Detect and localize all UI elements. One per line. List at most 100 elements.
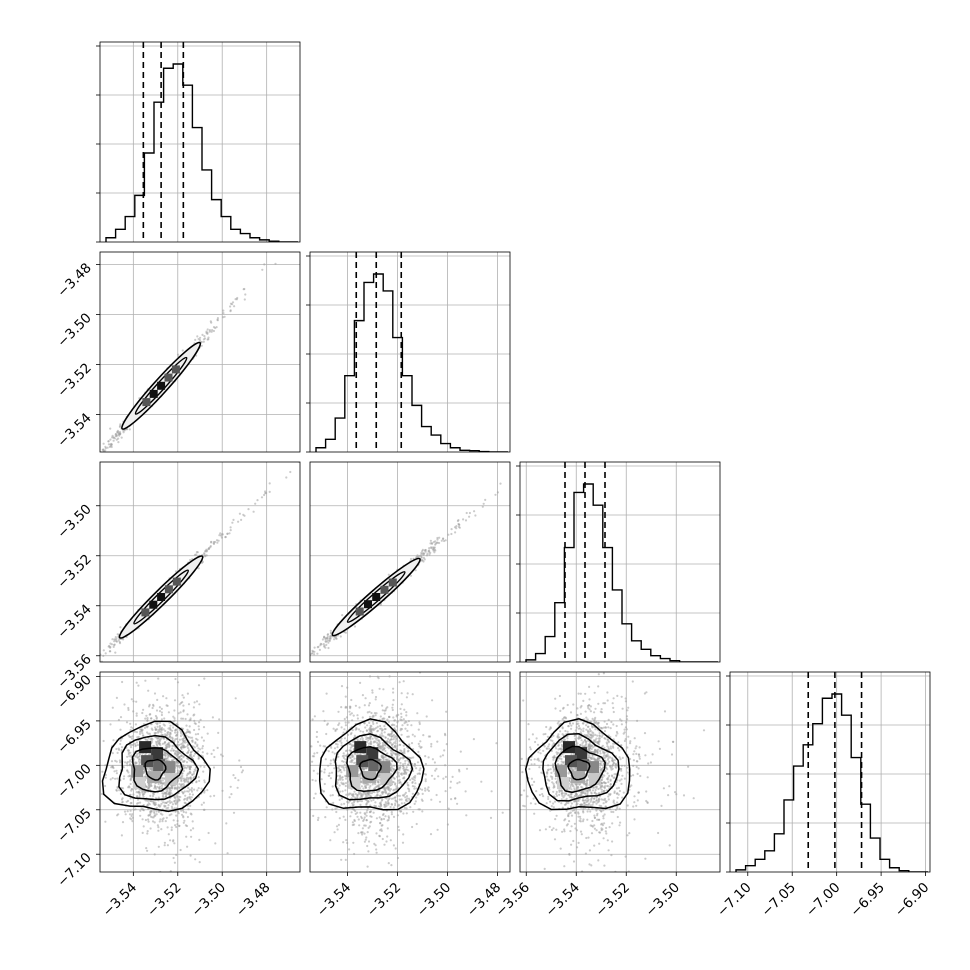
sample-point bbox=[146, 799, 149, 802]
sample-point bbox=[107, 443, 110, 446]
sample-point bbox=[132, 710, 135, 713]
sample-point bbox=[209, 545, 212, 548]
sample-point bbox=[186, 730, 189, 734]
sample-point bbox=[196, 743, 199, 746]
sample-point bbox=[135, 731, 138, 734]
sample-point bbox=[80, 476, 82, 478]
sample-point bbox=[243, 298, 246, 301]
sample-point bbox=[130, 737, 134, 740]
sample-point bbox=[164, 746, 167, 750]
density-block bbox=[380, 585, 389, 594]
sample-point bbox=[111, 638, 114, 641]
sample-point bbox=[166, 753, 169, 756]
sample-point bbox=[144, 818, 147, 822]
sample-point bbox=[187, 780, 190, 783]
sample-point bbox=[149, 827, 152, 830]
sample-point bbox=[450, 528, 453, 531]
sample-point bbox=[231, 301, 235, 304]
sample-point bbox=[181, 790, 184, 794]
sample-point bbox=[142, 825, 145, 828]
sample-point bbox=[172, 720, 175, 723]
sample-point bbox=[126, 799, 130, 803]
sample-point bbox=[303, 659, 305, 661]
sample-point bbox=[244, 293, 247, 296]
sample-point bbox=[474, 514, 477, 517]
sample-point bbox=[177, 772, 180, 775]
sample-point bbox=[167, 804, 170, 807]
sample-point bbox=[242, 713, 244, 715]
sample-point bbox=[121, 680, 124, 684]
sample-point bbox=[191, 773, 194, 776]
sample-point bbox=[173, 787, 176, 790]
sample-point bbox=[125, 721, 129, 724]
sample-point bbox=[170, 805, 173, 808]
sample-point bbox=[209, 320, 212, 323]
sample-point bbox=[211, 329, 214, 332]
density-block bbox=[157, 593, 166, 601]
sample-point bbox=[268, 482, 271, 485]
sample-point bbox=[221, 316, 225, 319]
sample-point bbox=[201, 745, 204, 748]
sample-point bbox=[178, 799, 181, 802]
sample-point bbox=[129, 797, 132, 800]
sample-point bbox=[311, 649, 314, 653]
sample-point bbox=[436, 538, 439, 541]
sample-point bbox=[182, 710, 185, 713]
sample-point bbox=[188, 759, 191, 762]
sample-point bbox=[234, 776, 237, 780]
sample-point bbox=[216, 746, 219, 750]
sample-point bbox=[184, 745, 187, 749]
sample-point bbox=[416, 554, 419, 557]
sample-point bbox=[457, 522, 460, 526]
sample-point bbox=[236, 296, 239, 300]
panel-1-1 bbox=[306, 251, 511, 453]
sample-point bbox=[118, 425, 121, 428]
sample-point bbox=[187, 703, 191, 706]
sample-point bbox=[208, 546, 211, 550]
sample-point bbox=[101, 792, 104, 796]
sample-point bbox=[102, 739, 105, 743]
sample-point bbox=[89, 793, 91, 795]
sample-point bbox=[186, 757, 190, 761]
sample-point bbox=[191, 739, 194, 742]
sample-point bbox=[153, 853, 156, 856]
sample-point bbox=[125, 762, 129, 765]
sample-point bbox=[229, 305, 232, 308]
panel-2-2 bbox=[516, 461, 721, 663]
gridlines bbox=[310, 252, 510, 452]
sample-point bbox=[151, 794, 155, 798]
sample-point bbox=[98, 742, 100, 744]
sample-point bbox=[193, 788, 196, 791]
sample-point bbox=[240, 771, 243, 774]
sample-point bbox=[151, 706, 154, 710]
sample-point bbox=[213, 794, 216, 797]
sample-point bbox=[155, 787, 158, 790]
sample-point bbox=[189, 829, 192, 832]
sample-point bbox=[229, 310, 232, 313]
sample-point bbox=[212, 766, 216, 769]
sample-point bbox=[126, 810, 129, 813]
sample-point bbox=[116, 785, 119, 789]
sample-point bbox=[112, 645, 115, 649]
sample-point bbox=[129, 793, 132, 796]
sample-point bbox=[157, 730, 160, 733]
sample-point bbox=[159, 738, 162, 741]
sample-point bbox=[333, 635, 336, 639]
sample-point bbox=[268, 490, 271, 493]
sample-point bbox=[139, 761, 142, 764]
density-block bbox=[372, 593, 381, 601]
sample-point bbox=[169, 724, 172, 727]
sample-point bbox=[171, 736, 174, 739]
sample-point bbox=[111, 777, 114, 780]
sample-point bbox=[185, 780, 188, 783]
sample-point bbox=[228, 532, 231, 535]
sample-point bbox=[322, 643, 325, 646]
panel-frame bbox=[309, 251, 511, 453]
sample-point bbox=[163, 724, 166, 727]
sample-point bbox=[146, 804, 149, 807]
sample-point bbox=[189, 812, 192, 815]
sample-point bbox=[152, 800, 155, 803]
sample-point bbox=[171, 729, 174, 732]
sample-point bbox=[211, 716, 214, 719]
sample-point bbox=[246, 712, 248, 714]
